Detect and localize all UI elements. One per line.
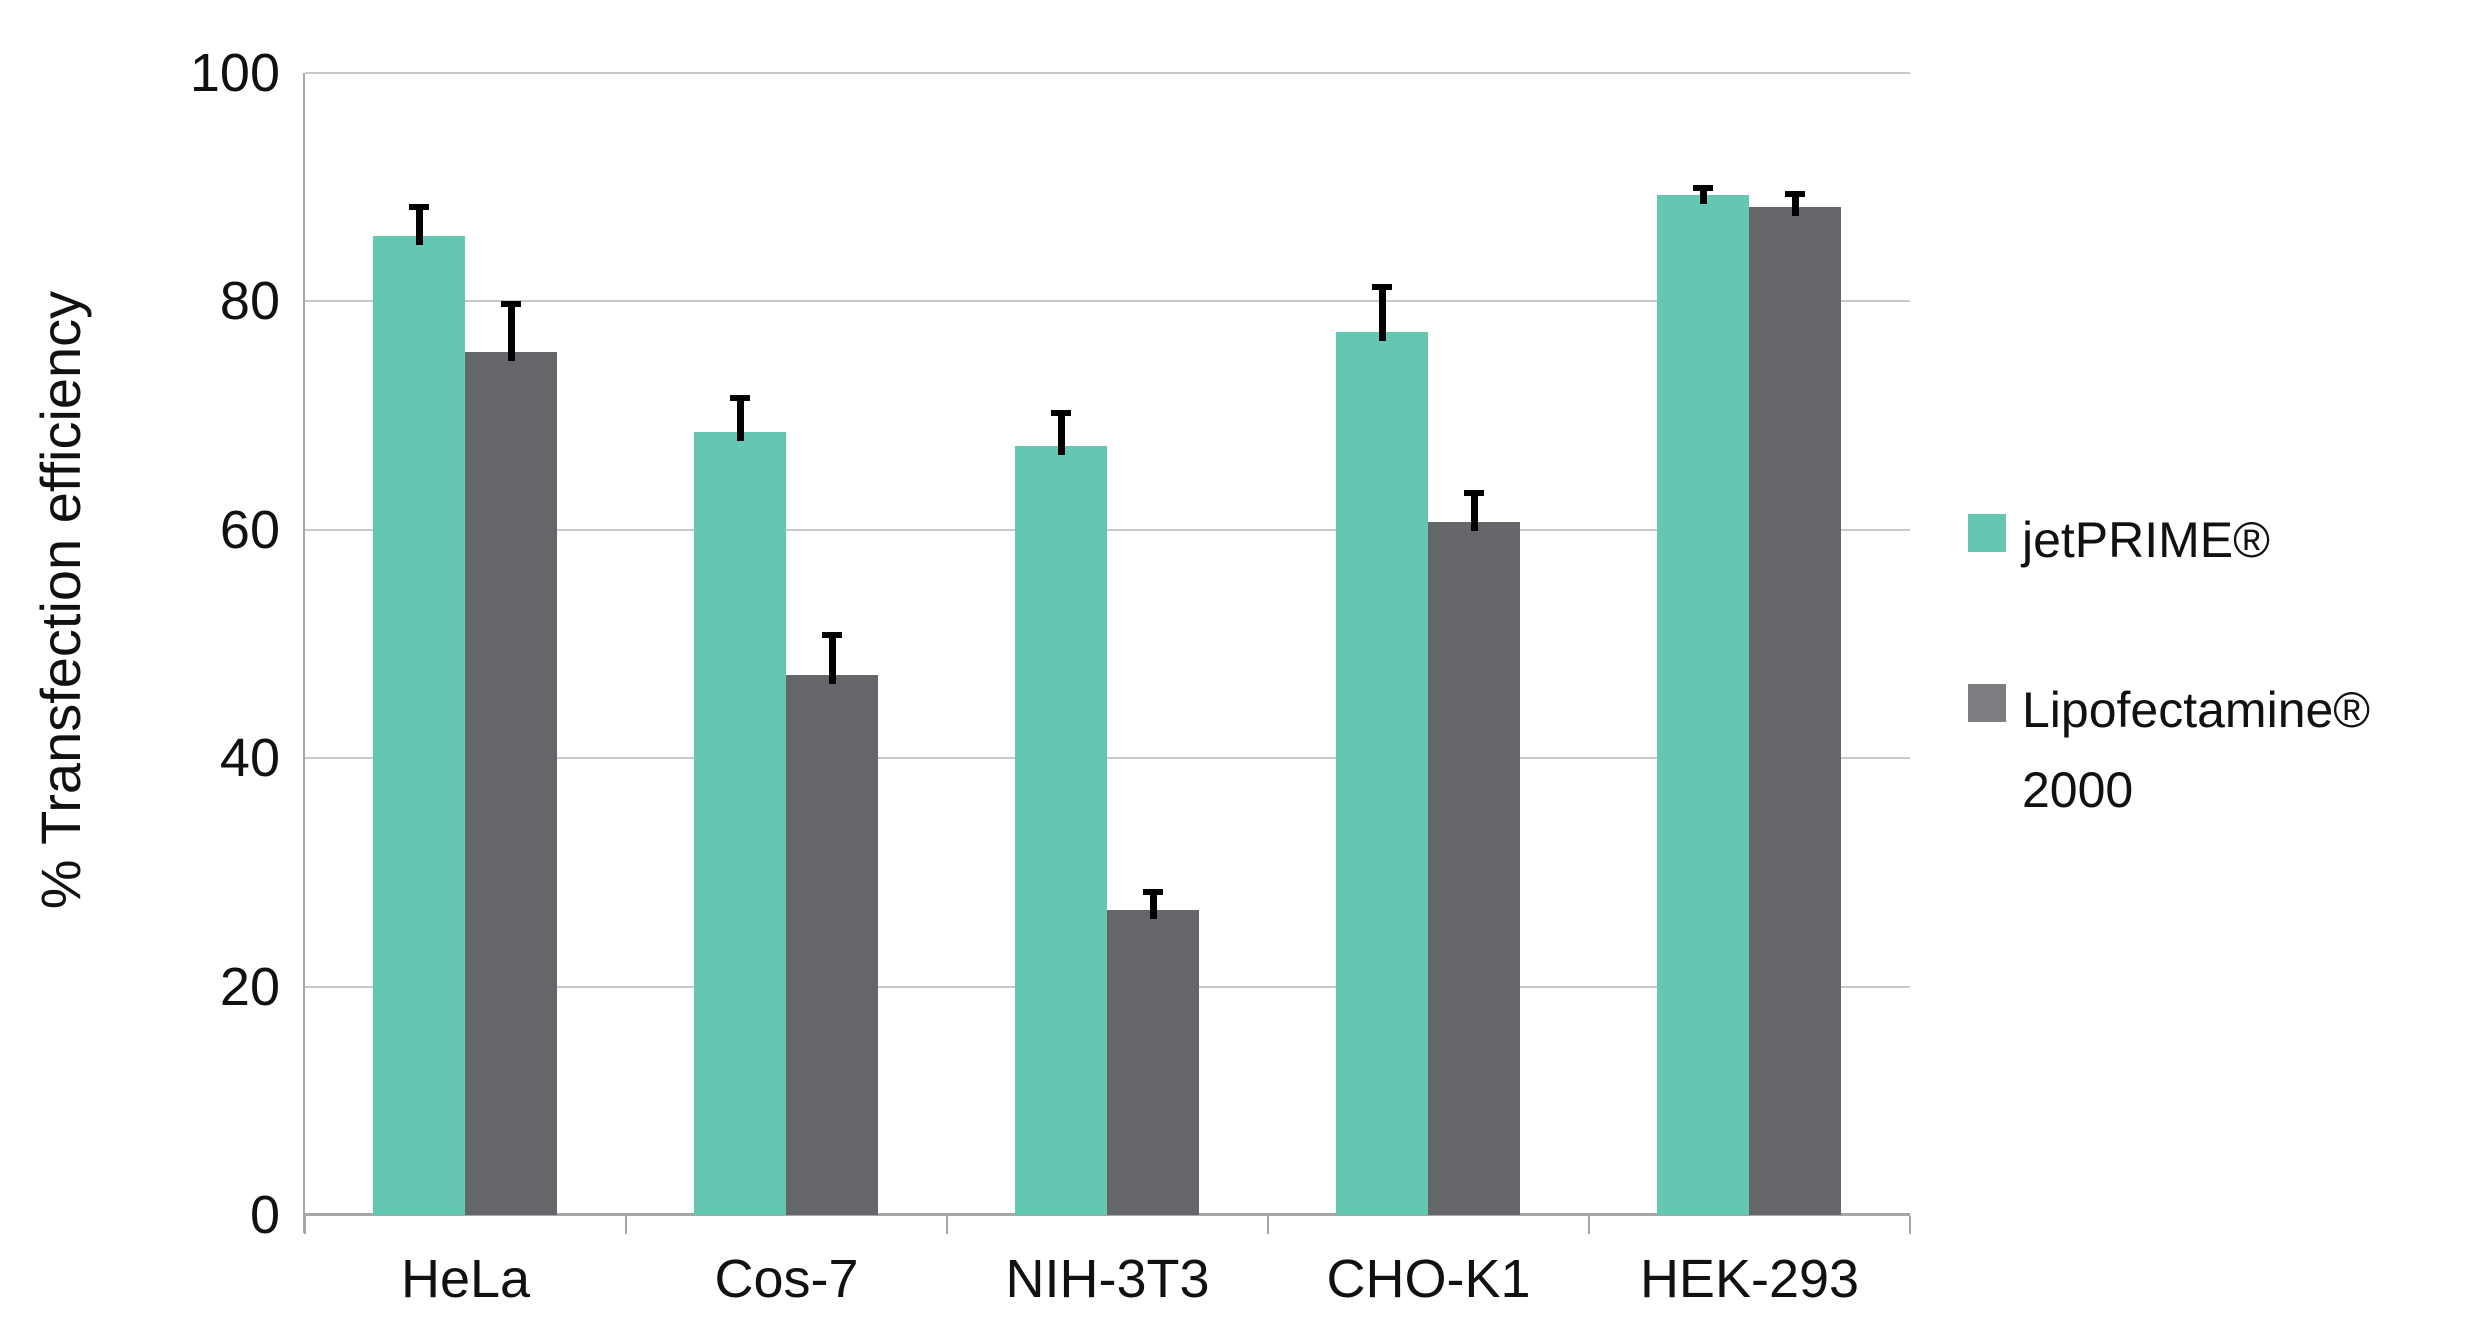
error-bar-stem — [1791, 194, 1799, 216]
bar-jetprime- — [1336, 332, 1428, 1215]
error-bar-cap — [501, 301, 521, 307]
bar-lipofectamine-2000 — [1428, 522, 1520, 1215]
legend-label: Lipofectamine® 2000 — [2022, 682, 2371, 818]
axis-tick — [1909, 1216, 1911, 1234]
x-axis-label: Cos-7 — [714, 1249, 859, 1309]
bar-lipofectamine-2000 — [1107, 910, 1199, 1215]
y-tick-label: 80 — [219, 271, 280, 332]
error-bar-cap — [822, 632, 842, 638]
error-bar-stem — [1699, 188, 1707, 204]
axis-tick — [304, 1216, 306, 1234]
error-bar-stem — [415, 207, 423, 245]
error-bar-stem — [1057, 413, 1065, 455]
error-bar-stem — [828, 635, 836, 684]
x-axis-label: CHO-K1 — [1326, 1249, 1531, 1309]
y-tick-label: 100 — [189, 43, 280, 103]
y-axis-title: % Transfection efficiency — [29, 290, 92, 910]
y-tick-label: 60 — [219, 499, 280, 560]
x-axis-label: HeLa — [400, 1249, 531, 1309]
axis-tick — [1588, 1216, 1590, 1234]
error-bar-cap — [1693, 185, 1713, 191]
error-bar-cap — [730, 395, 750, 401]
bar-jetprime- — [1015, 446, 1107, 1215]
error-bar-cap — [1464, 490, 1484, 496]
error-bar-cap — [1372, 284, 1392, 290]
bar-lipofectamine-2000 — [1749, 207, 1841, 1215]
y-tick-label: 40 — [219, 728, 280, 789]
y-axis-line — [303, 73, 305, 1233]
axis-tick — [1267, 1216, 1269, 1234]
bar-jetprime- — [1657, 195, 1749, 1215]
gridline — [305, 528, 1910, 531]
bar-jetprime- — [373, 236, 465, 1215]
y-tick-label: 20 — [219, 956, 280, 1017]
error-bar-cap — [1143, 889, 1163, 895]
error-bar-cap — [1785, 191, 1805, 197]
legend-item: Lipofectamine® 2000 — [1968, 670, 2465, 830]
legend-swatch — [1968, 514, 2006, 552]
legend-item: jetPRIME® — [1968, 500, 2465, 580]
error-bar-stem — [1470, 493, 1478, 531]
plot-area — [303, 72, 1911, 1234]
y-tick-label: 0 — [249, 1185, 280, 1245]
gridline — [305, 300, 1910, 303]
error-bar-stem — [736, 398, 744, 441]
bar-lipofectamine-2000 — [465, 352, 557, 1215]
gridline — [305, 72, 1910, 74]
axis-tick — [625, 1216, 627, 1234]
axis-tick — [946, 1216, 948, 1234]
error-bar-stem — [1378, 287, 1386, 341]
bar-jetprime- — [694, 432, 786, 1215]
legend-swatch — [1968, 684, 2006, 722]
error-bar-stem — [1149, 892, 1157, 919]
error-bar-cap — [1051, 410, 1071, 416]
error-bar-stem — [507, 304, 515, 361]
error-bar-cap — [409, 204, 429, 210]
x-axis-label: HEK-293 — [1639, 1249, 1860, 1309]
gridline — [305, 757, 1910, 760]
x-axis-label: NIH-3T3 — [1005, 1249, 1210, 1309]
bar-lipofectamine-2000 — [786, 675, 878, 1215]
legend-label: jetPRIME® — [2022, 512, 2270, 568]
